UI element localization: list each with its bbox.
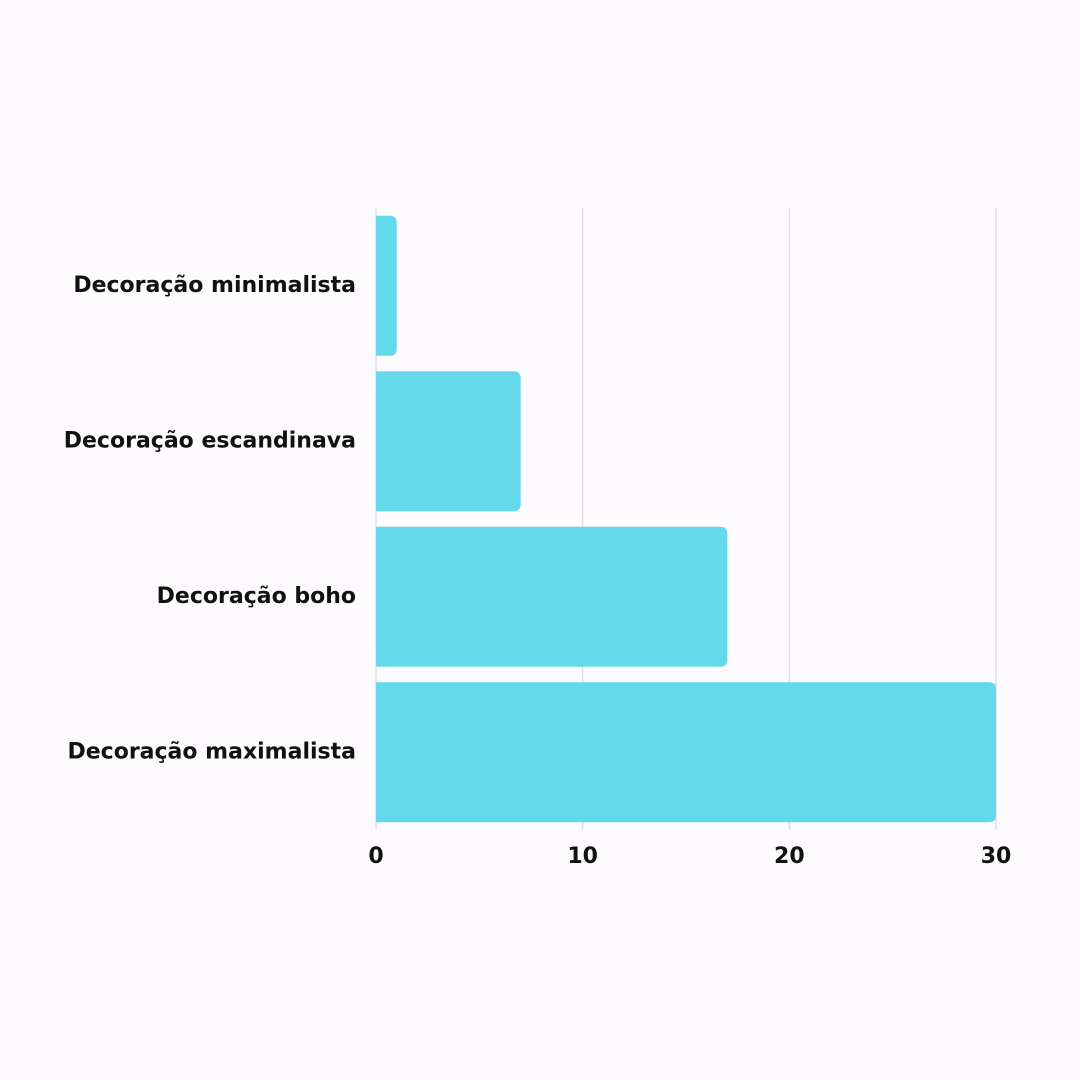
bar [376,526,728,667]
y-tick-label: Decoração boho [157,584,356,609]
x-tick-label: 30 [981,844,1012,869]
bar [376,371,521,512]
x-tick-label: 0 [368,844,383,869]
x-tick-label: 20 [774,844,805,869]
y-tick-label: Decoração minimalista [73,273,356,298]
y-tick-label: Decoração maximalista [67,739,356,764]
bar [376,215,397,356]
x-tick-label: 10 [567,844,598,869]
bar [376,682,996,823]
y-tick-label: Decoração escandinava [64,428,356,453]
